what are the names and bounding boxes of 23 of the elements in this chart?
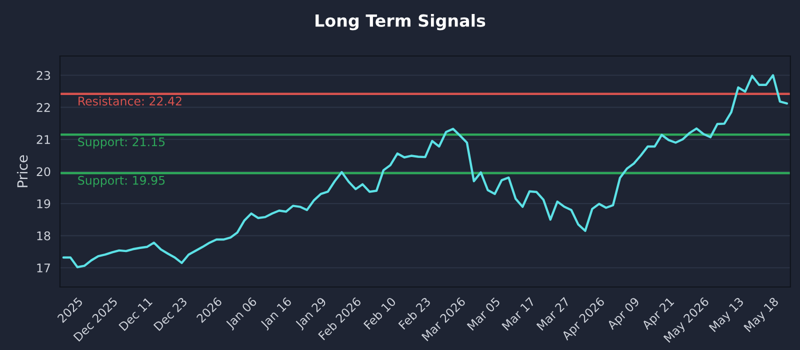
y-tick-label: 22: [36, 103, 50, 112]
chart-title: Long Term Signals: [316, 14, 486, 30]
x-tick-label: Dec 11: [118, 297, 153, 332]
x-tick-label: Mar 05: [466, 296, 500, 331]
x-tick-label: Feb 23: [398, 296, 431, 330]
y-tick-label: 21: [36, 135, 50, 144]
x-tick-label: Apr 09: [606, 296, 642, 332]
x-tick-label: Jan 16: [260, 296, 294, 331]
y-tick-label: 23: [36, 70, 50, 80]
x-tick-label: Mar 27: [536, 296, 570, 331]
ref-line-label: Support: 19.95: [78, 176, 165, 188]
y-tick-label: 19: [37, 199, 50, 208]
y-tick-label: 18: [37, 231, 50, 240]
x-tick-label: Jan 06: [224, 296, 259, 331]
ref-line-label: Support: 21.15: [78, 137, 165, 149]
y-tick-label: 20: [36, 167, 50, 176]
x-tick-label: Feb 10: [363, 296, 396, 330]
ref-line-label: Resistance: 22.42: [78, 96, 182, 106]
y-axis-title: Price: [16, 155, 28, 188]
y-tick-label: 17: [37, 264, 50, 272]
x-tick-label: Dec 23: [153, 296, 188, 332]
line-series: [62, 74, 788, 268]
x-tick-label: Mar 17: [502, 297, 536, 331]
